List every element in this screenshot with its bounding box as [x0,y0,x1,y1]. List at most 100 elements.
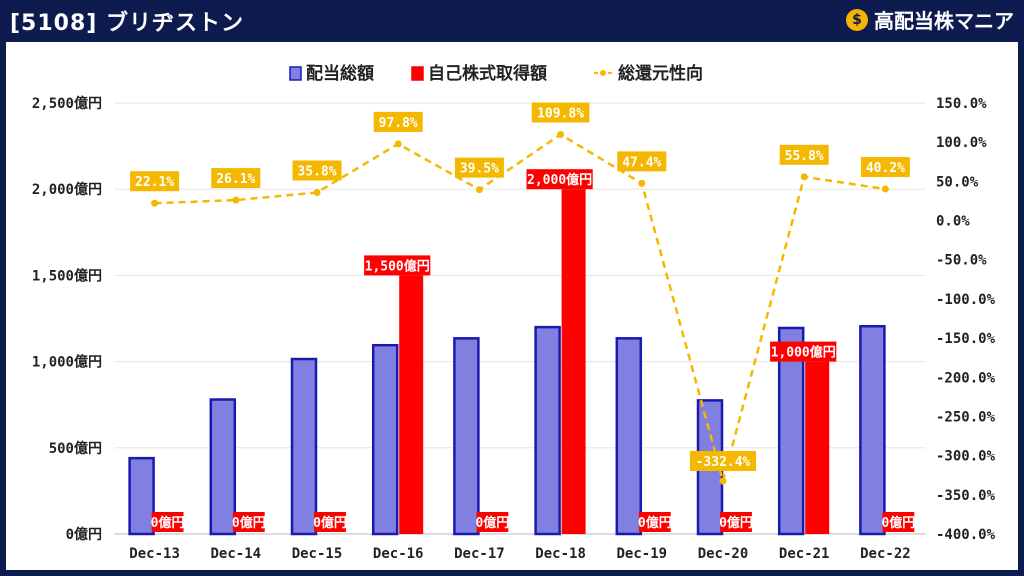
buyback-bar [805,361,830,534]
dividend-bar [290,357,318,536]
right-axis-tick-label: 50.0% [936,174,979,190]
right-axis-tick-label: -350.0% [936,488,996,504]
payout-ratio-data-label: 47.4% [622,155,661,170]
payout-ratio-point [800,173,808,181]
payout-ratio-data-label: 39.5% [460,162,499,177]
left-axis-tick-label: 2,500億円 [32,95,102,112]
legend-label: 配当総額 [306,63,374,84]
buyback-data-label-box [526,169,593,190]
buyback-bar [399,275,424,534]
payout-ratio-line [154,133,886,486]
payout-ratio-point [394,140,402,148]
right-axis-tick-label: -100.0% [936,292,996,308]
buyback-data-label-box [720,512,752,532]
payout-ratio-data-label-box [860,157,910,178]
right-axis-tick-label: 0.0% [936,214,970,230]
buyback-data-label: 0億円 [475,515,509,531]
payout-ratio-data-label: 40.2% [866,161,905,176]
buyback-data-label-box [151,512,184,532]
payout-ratio-data-label-box [211,168,261,189]
dividend-bar [209,398,237,536]
buyback-data-label: 0億円 [232,515,266,531]
right-axis-tick-label: -150.0% [936,331,996,347]
buyback-data-label-box [882,512,915,532]
payout-ratio-data-label: 55.8% [785,149,824,164]
payout-ratio-data-label-box [292,160,342,181]
payout-ratio-point [313,188,321,196]
left-axis-tick-label: 0億円 [66,526,102,543]
chart-panel: 0億円 500億円 1,000億円 1,500億円 2,000億円 2,500億円 150.… [6,42,1018,570]
x-axis-tick-label: Dec-20 [698,546,749,562]
x-axis-tick-label: Dec-14 [211,546,262,562]
payout-ratio-data-label-box [617,151,667,172]
buyback-data-label-box [314,512,346,532]
payout-ratio-point [232,196,240,204]
payout-ratio-data-label-box [373,111,423,132]
payout-ratio-data-label: 97.8% [379,116,418,131]
money-bag-icon: $ [846,8,868,31]
payout-ratio-point [638,179,646,187]
payout-ratio-point [475,186,483,194]
buyback-bar [561,189,586,534]
payout-ratio-data-label: -332.4% [696,455,751,470]
left-axis-tick-label: 1,000億円 [32,354,102,371]
payout-ratio-point [719,477,727,485]
dividend-bar [371,343,399,536]
brand-logo: $ 高配当株マニア [846,5,1014,34]
x-axis-tick-label: Dec-15 [292,546,343,562]
payout-ratio-data-label-box [779,144,829,165]
right-axis-tick-label: -400.0% [936,527,996,543]
buyback-data-label: 0億円 [638,515,672,531]
payout-ratio-data-label: 35.8% [297,164,336,179]
right-axis-tick-label: -300.0% [936,449,996,465]
left-axis-tick-label: 2,000億円 [32,181,102,198]
payout-ratio-data-label: 26.1% [216,172,255,187]
right-axis-tick-label: -200.0% [936,370,996,386]
left-axis-tick-label: 1,500億円 [32,267,102,284]
combo-chart: 0億円 500億円 1,000億円 1,500億円 2,000億円 2,500億円 150.… [32,63,996,562]
x-axis-tick-label: Dec-19 [617,546,668,562]
payout-ratio-point [557,131,565,139]
buyback-data-label: 0億円 [151,515,185,531]
x-axis-tick-label: Dec-21 [779,546,830,562]
x-axis-tick-label: Dec-22 [860,546,911,562]
payout-ratio-data-label-box [689,451,757,472]
x-axis-tick-label: Dec-16 [373,546,424,562]
left-axis-tick-label: 500億円 [49,440,102,457]
right-axis-tick-label: -250.0% [936,409,996,425]
payout-ratio-point [151,199,159,207]
dividend-bar [453,337,480,536]
dividend-bar [777,326,805,536]
buyback-data-label: 1,500億円 [365,258,430,274]
buyback-data-label-box [476,512,509,532]
payout-ratio-data-label: 22.1% [135,175,174,190]
right-axis-tick-label: 100.0% [936,135,987,151]
header-bar: [5108] ブリヂストン $ 高配当株マニア [0,0,1024,40]
legend-swatch [289,66,302,81]
buyback-data-label-box [232,512,265,532]
legend-label: 総還元性向 [618,63,703,84]
dividend-bar [534,325,561,536]
payout-ratio-point [881,185,889,193]
buyback-data-label-box [364,255,431,276]
page-title: [5108] ブリヂストン [10,11,244,36]
buyback-data-label: 0億円 [719,515,753,531]
buyback-data-label: 2,000億円 [527,172,592,188]
x-axis-tick-label: Dec-18 [535,546,586,562]
legend-label: 自己株式取得額 [428,63,547,84]
dividend-bar [615,337,643,536]
buyback-data-label: 0億円 [313,515,347,531]
legend-marker [600,70,606,76]
right-axis-tick-label: -50.0% [936,253,987,269]
dividend-bar [859,325,886,536]
legend-swatch [411,66,424,81]
payout-ratio-data-label: 109.8% [537,107,584,122]
payout-ratio-data-label-box [454,157,504,178]
buyback-data-label: 0億円 [881,515,915,531]
buyback-data-label-box [638,512,671,532]
buyback-data-label: 1,000億円 [771,345,836,361]
buyback-data-label-box [770,341,837,362]
dividend-bar [128,456,155,536]
right-axis-tick-label: 150.0% [936,96,987,112]
x-axis-tick-label: Dec-13 [129,546,180,562]
